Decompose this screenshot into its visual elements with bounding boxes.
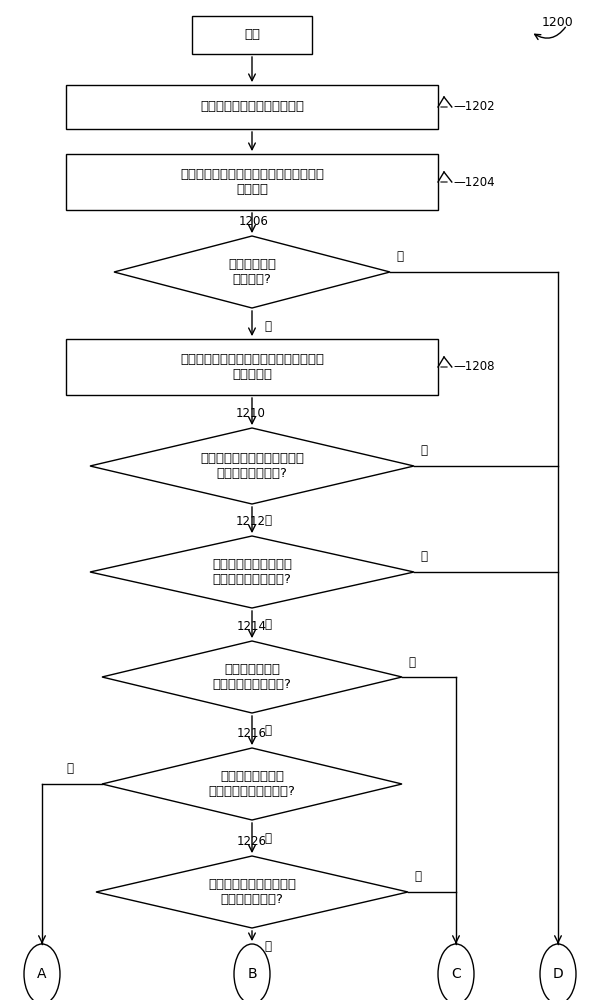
Text: 1210: 1210: [236, 407, 266, 420]
Text: 否: 否: [264, 618, 271, 631]
Text: 开始: 开始: [244, 28, 260, 41]
Text: B: B: [247, 967, 257, 981]
Text: 使用获取的数据，确定障碍物是否处在车
辆路径上: 使用获取的数据，确定障碍物是否处在车 辆路径上: [180, 168, 324, 196]
Text: 1216: 1216: [237, 727, 267, 740]
Text: 否: 否: [264, 940, 271, 952]
FancyBboxPatch shape: [192, 16, 312, 54]
Text: 是: 是: [420, 444, 427, 458]
Text: 1212: 1212: [236, 515, 266, 528]
Polygon shape: [102, 641, 402, 713]
Text: 是: 是: [414, 870, 421, 884]
Text: 否: 否: [264, 832, 271, 844]
Polygon shape: [102, 748, 402, 820]
Text: D: D: [553, 967, 563, 981]
Text: C: C: [451, 967, 461, 981]
Polygon shape: [96, 856, 408, 928]
Text: 主动悬架能够实际
使车轮提升越过障碍物?: 主动悬架能够实际 使车轮提升越过障碍物?: [209, 770, 295, 798]
Text: 否: 否: [396, 250, 403, 263]
Circle shape: [24, 944, 60, 1000]
Text: 是: 是: [66, 762, 73, 776]
Text: 1206: 1206: [238, 215, 268, 228]
Text: 是: 是: [420, 550, 427, 564]
FancyBboxPatch shape: [66, 85, 438, 129]
Circle shape: [234, 944, 270, 1000]
Circle shape: [540, 944, 576, 1000]
Text: 车辆能够实际在
撞击障碍物之前停止?: 车辆能够实际在 撞击障碍物之前停止?: [212, 663, 292, 691]
Text: 否: 否: [264, 514, 271, 526]
Text: 主动悬架能够实际使车轮
跳跃越过障碍物?: 主动悬架能够实际使车轮 跳跃越过障碍物?: [208, 878, 296, 906]
FancyBboxPatch shape: [66, 339, 438, 395]
Polygon shape: [114, 236, 390, 308]
FancyBboxPatch shape: [66, 154, 438, 210]
Text: 从一个或多个传感器获取数据: 从一个或多个传感器获取数据: [200, 101, 304, 113]
Text: 1226: 1226: [236, 835, 266, 848]
Text: 1214: 1214: [237, 620, 267, 633]
Text: —1202: —1202: [453, 101, 494, 113]
Polygon shape: [90, 428, 414, 504]
Text: —1204: —1204: [453, 176, 494, 188]
Text: 否: 否: [264, 724, 271, 737]
Text: 车辆能够实际以车辆的当前速
度驾驶越过障碍物?: 车辆能够实际以车辆的当前速 度驾驶越过障碍物?: [200, 452, 304, 480]
Polygon shape: [90, 536, 414, 608]
Text: —1208: —1208: [453, 360, 494, 373]
Text: 使用接收的数据，确定障碍物的位置和障
碍物的尺寸: 使用接收的数据，确定障碍物的位置和障 碍物的尺寸: [180, 353, 324, 381]
Text: 障碍物处在车
辆路径上?: 障碍物处在车 辆路径上?: [228, 258, 276, 286]
Circle shape: [438, 944, 474, 1000]
Text: 是: 是: [264, 320, 271, 333]
Text: A: A: [37, 967, 47, 981]
Text: 是: 是: [408, 656, 415, 668]
Text: 1200: 1200: [542, 15, 574, 28]
Text: 车辆能够实际通过绕过
障碍物来避开障碍物?: 车辆能够实际通过绕过 障碍物来避开障碍物?: [212, 558, 292, 586]
